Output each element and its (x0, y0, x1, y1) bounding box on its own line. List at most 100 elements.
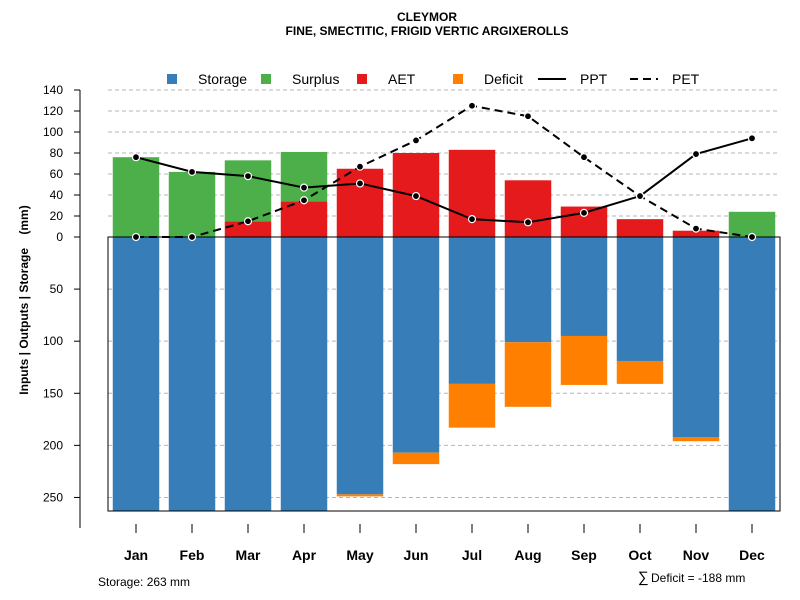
x-tick-label-aug: Aug (514, 547, 541, 563)
bar-storage-oct (616, 237, 664, 361)
y-tick-label-40: 40 (50, 188, 64, 202)
bar-aet-jul (448, 149, 496, 237)
legend-swatch-deficit (453, 74, 463, 84)
bar-storage-jan (112, 237, 160, 511)
bar-aet-apr (280, 201, 328, 237)
y-tick-label-100: 100 (43, 334, 63, 348)
point-ppt-sep (579, 208, 589, 217)
bar-storage-may (336, 237, 384, 495)
legend-label-ppt: PPT (580, 71, 608, 87)
bar-aet-mar (224, 221, 272, 237)
legend-label-surplus: Surplus (292, 71, 339, 87)
point-pet-nov (691, 224, 701, 233)
point-pet-feb (187, 232, 197, 242)
line-pet (136, 104, 753, 238)
point-ppt-jul (467, 215, 477, 224)
point-pet-dec (747, 232, 757, 242)
point-pet-jul (467, 101, 477, 110)
legend-swatch-surplus (261, 74, 271, 84)
legend-label-deficit: Deficit (484, 71, 523, 87)
legend: Storage Surplus AET Deficit PPT PET (167, 71, 700, 87)
x-tick-label-mar: Mar (236, 547, 261, 563)
point-pet-aug (523, 112, 533, 121)
point-ppt-aug (523, 218, 533, 227)
footer-storage: Storage: 263 mm (98, 575, 190, 589)
x-tick-label-jul: Jul (462, 547, 482, 563)
bar-storage-jul (448, 237, 496, 384)
y-tick-label-150: 150 (43, 386, 63, 400)
chart-subtitle: FINE, SMECTITIC, FRIGID VERTIC ARGIXEROL… (286, 24, 569, 38)
bar-surplus-mar (224, 160, 272, 222)
series-lines (131, 101, 757, 242)
footer-deficit-sigma: ∑ (638, 569, 649, 586)
y-tick-label-250: 250 (43, 490, 63, 504)
point-ppt-feb (187, 167, 197, 176)
x-tick-label-sep: Sep (571, 547, 597, 563)
bar-aet-aug (504, 180, 552, 237)
x-tick-label-feb: Feb (180, 547, 205, 563)
bar-aet-nov (672, 230, 720, 237)
bar-surplus-feb (168, 171, 216, 237)
x-tick-label-jan: Jan (124, 547, 148, 563)
point-pet-may (355, 162, 365, 171)
point-pet-jan (131, 232, 141, 242)
x-tick-label-jun: Jun (404, 547, 429, 563)
y-tick-label-0: 0 (56, 230, 63, 244)
legend-label-pet: PET (672, 71, 700, 87)
bar-deficit-oct (616, 360, 664, 384)
point-pet-sep (579, 153, 589, 162)
legend-swatch-aet (357, 74, 367, 84)
bar-storage-sep (560, 237, 608, 336)
bar-surplus-jan (112, 157, 160, 237)
footer-deficit: Deficit = -188 mm (651, 571, 745, 585)
legend-swatch-storage (167, 74, 177, 84)
legend-label-storage: Storage (198, 71, 247, 87)
y-tick-label-140: 140 (43, 83, 63, 97)
x-tick-label-oct: Oct (628, 547, 652, 563)
point-ppt-nov (691, 149, 701, 159)
x-tick-label-may: May (346, 547, 373, 563)
bar-deficit-nov (672, 437, 720, 442)
bar-deficit-may (336, 494, 384, 497)
bar-storage-nov (672, 237, 720, 438)
bar-surplus-apr (280, 151, 328, 202)
point-ppt-apr (299, 183, 309, 192)
bar-aet-may (336, 168, 384, 237)
point-pet-mar (243, 217, 253, 226)
y-tick-label-80: 80 (50, 146, 64, 160)
bar-deficit-sep (560, 335, 608, 385)
axes: 0 20 40 60 80 100 120 140 50 100 150 200 250 Jan Feb Ma… (43, 83, 765, 563)
bar-storage-apr (280, 237, 328, 511)
x-tick-label-dec: Dec (739, 547, 765, 563)
point-ppt-oct (635, 191, 645, 201)
line-ppt (135, 137, 753, 224)
point-ppt-jun (411, 191, 421, 201)
y-tick-label-20: 20 (50, 209, 64, 223)
point-ppt-may (355, 179, 365, 188)
bar-deficit-aug (504, 342, 552, 407)
plot-frame (107, 236, 781, 512)
bars (112, 149, 776, 511)
bar-storage-jun (392, 237, 440, 453)
bar-storage-mar (224, 237, 272, 511)
bar-storage-dec (728, 237, 776, 511)
y-tick-label-200: 200 (43, 438, 63, 452)
point-ppt-dec (747, 134, 757, 143)
bar-deficit-jul (448, 383, 496, 428)
point-ppt-mar (243, 172, 253, 181)
y-tick-label-50: 50 (50, 282, 64, 296)
bar-surplus-dec (728, 211, 776, 237)
x-tick-label-nov: Nov (683, 547, 710, 563)
y-tick-label-120: 120 (43, 104, 63, 118)
y-tick-label-60: 60 (50, 167, 64, 181)
bar-deficit-jun (392, 452, 440, 465)
bar-storage-aug (504, 237, 552, 343)
y-axis-label: Inputs | Outputs | Storage (mm) (17, 205, 31, 394)
point-pet-jun (411, 136, 421, 145)
bar-aet-oct (616, 219, 664, 237)
y-tick-label-100: 100 (43, 125, 63, 139)
chart-title: CLEYMOR (397, 10, 457, 24)
point-ppt-jan (131, 153, 141, 162)
x-tick-label-apr: Apr (292, 547, 317, 563)
